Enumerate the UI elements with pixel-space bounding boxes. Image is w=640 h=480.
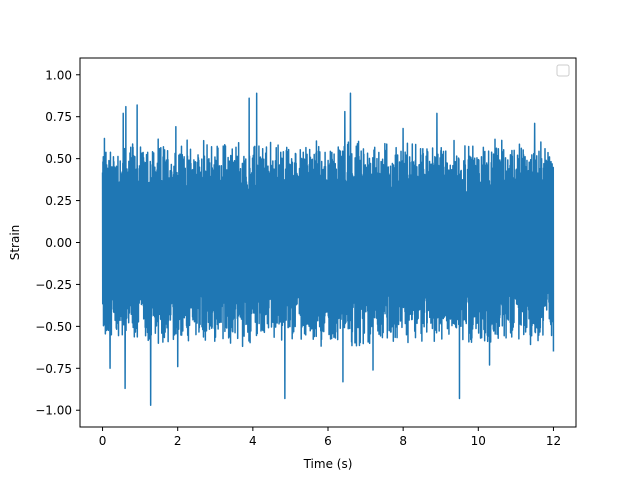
y-axis: −1.00 −0.75 −0.50 −0.25 0.00 0.25 0.50 0.75 1.00 xyxy=(35,68,80,418)
x-tick-label: 12 xyxy=(546,434,561,448)
y-tick-label: 0.50 xyxy=(45,152,72,166)
x-tick-label: 8 xyxy=(399,434,407,448)
y-tick-label: −0.50 xyxy=(35,320,72,334)
y-tick-label: −0.25 xyxy=(35,278,72,292)
y-tick-label: −0.75 xyxy=(35,362,72,376)
x-tick-label: 6 xyxy=(324,434,332,448)
y-tick-label: 0.00 xyxy=(45,236,72,250)
y-tick-label: 0.75 xyxy=(45,110,72,124)
x-axis: 0 2 4 6 8 10 12 xyxy=(99,427,561,448)
y-tick-label: 0.25 xyxy=(45,194,72,208)
y-tick-label: 1.00 xyxy=(45,68,72,82)
strain-series-line xyxy=(101,92,555,406)
legend-box xyxy=(556,64,570,77)
x-tick-label: 0 xyxy=(99,434,107,448)
y-tick-label: −1.00 xyxy=(35,404,72,418)
y-axis-label: Strain xyxy=(8,225,22,261)
plot-area xyxy=(101,92,555,406)
x-tick-label: 10 xyxy=(471,434,486,448)
x-axis-label: Time (s) xyxy=(303,457,353,471)
x-tick-label: 2 xyxy=(174,434,182,448)
x-tick-label: 4 xyxy=(249,434,257,448)
